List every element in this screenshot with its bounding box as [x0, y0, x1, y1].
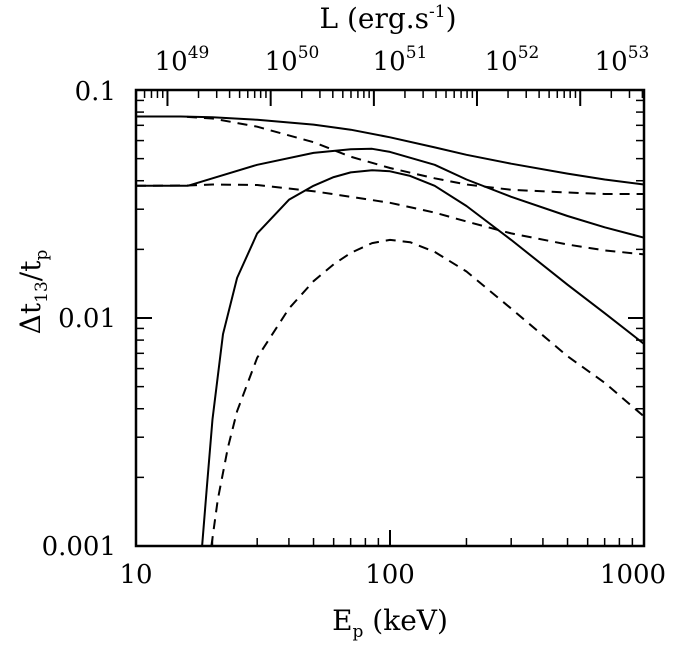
- x-axis-title: Ep (keV): [332, 604, 448, 642]
- top-tick-label: 1050: [265, 43, 320, 77]
- dashed-curve-6: [210, 238, 645, 547]
- y-tick-labels: 0.1 0.01 0.001: [42, 77, 116, 562]
- minor-ticks: [135, 90, 644, 546]
- y-axis-title: Δt13/tp: [14, 250, 52, 335]
- series-layer: [135, 115, 645, 547]
- x-tick-label: 10: [119, 560, 152, 590]
- top-tick-label: 1052: [485, 43, 540, 77]
- solid-curve-2: [136, 147, 645, 239]
- x-tick-label: 100: [365, 560, 415, 590]
- dashed-curve-4: [136, 115, 644, 195]
- x-tick-labels: 10 100 1000: [119, 560, 666, 590]
- y-tick-label: 0.001: [42, 532, 116, 562]
- y-tick-label: 0.1: [75, 77, 116, 107]
- dashed-curve-5: [135, 183, 645, 256]
- y-tick-label: 0.01: [58, 304, 116, 334]
- top-tick-label: 1051: [373, 43, 428, 77]
- top-tick-label: 1053: [595, 43, 650, 77]
- solid-curve-3: [201, 169, 645, 547]
- solid-curve-1: [136, 115, 645, 186]
- top-tick-labels: 1049 1050 1051 1052 1053: [155, 43, 650, 77]
- major-ticks: [135, 89, 645, 547]
- x-tick-label: 1000: [600, 560, 666, 590]
- top-tick-label: 1049: [155, 43, 210, 77]
- plot-frame: [134, 88, 646, 548]
- top-axis-title: L (erg.s-1): [319, 2, 456, 35]
